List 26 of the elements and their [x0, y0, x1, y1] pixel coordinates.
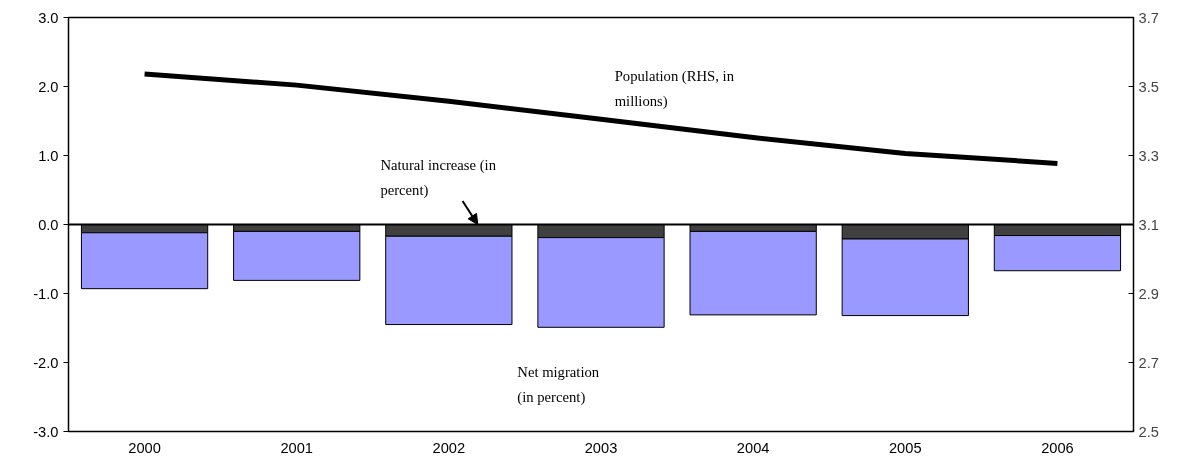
x-tick-label: 2006	[1041, 439, 1074, 456]
y-tick-label: 3.0	[38, 9, 59, 26]
y-tick-label: -3.0	[33, 423, 59, 440]
y2-tick-label: 3.3	[1138, 147, 1159, 164]
y-tick-label: -2.0	[33, 354, 59, 371]
x-tick-label: 2003	[584, 439, 618, 456]
y2-tick-label: 2.7	[1138, 354, 1159, 371]
y-tick-label: 2.0	[38, 78, 59, 95]
y-tick-label: 0.0	[38, 216, 59, 233]
y2-tick-label: 3.7	[1138, 9, 1159, 26]
y2-tick-label: 2.5	[1138, 423, 1159, 440]
series-label: Natural increase (in percent)	[380, 156, 497, 200]
bar	[689, 230, 817, 316]
y-tick-label: 1.0	[38, 147, 59, 164]
x-tick-label: 2000	[128, 439, 161, 456]
y2-tick-label: 3.5	[1138, 78, 1159, 95]
x-tick-label: 2001	[280, 439, 314, 456]
y2-tick-label: 3.1	[1138, 216, 1159, 233]
y2-tick-label: 2.9	[1138, 285, 1159, 302]
bar	[233, 230, 361, 281]
x-tick-label: 2002	[432, 439, 466, 456]
x-tick-label: 2005	[888, 439, 922, 456]
y-tick-label: -1.0	[33, 285, 59, 302]
x-tick-label: 2004	[736, 439, 770, 456]
text: Net migration (in percent)	[517, 363, 600, 407]
series-label: Population (RHS, in millions)	[614, 67, 735, 111]
